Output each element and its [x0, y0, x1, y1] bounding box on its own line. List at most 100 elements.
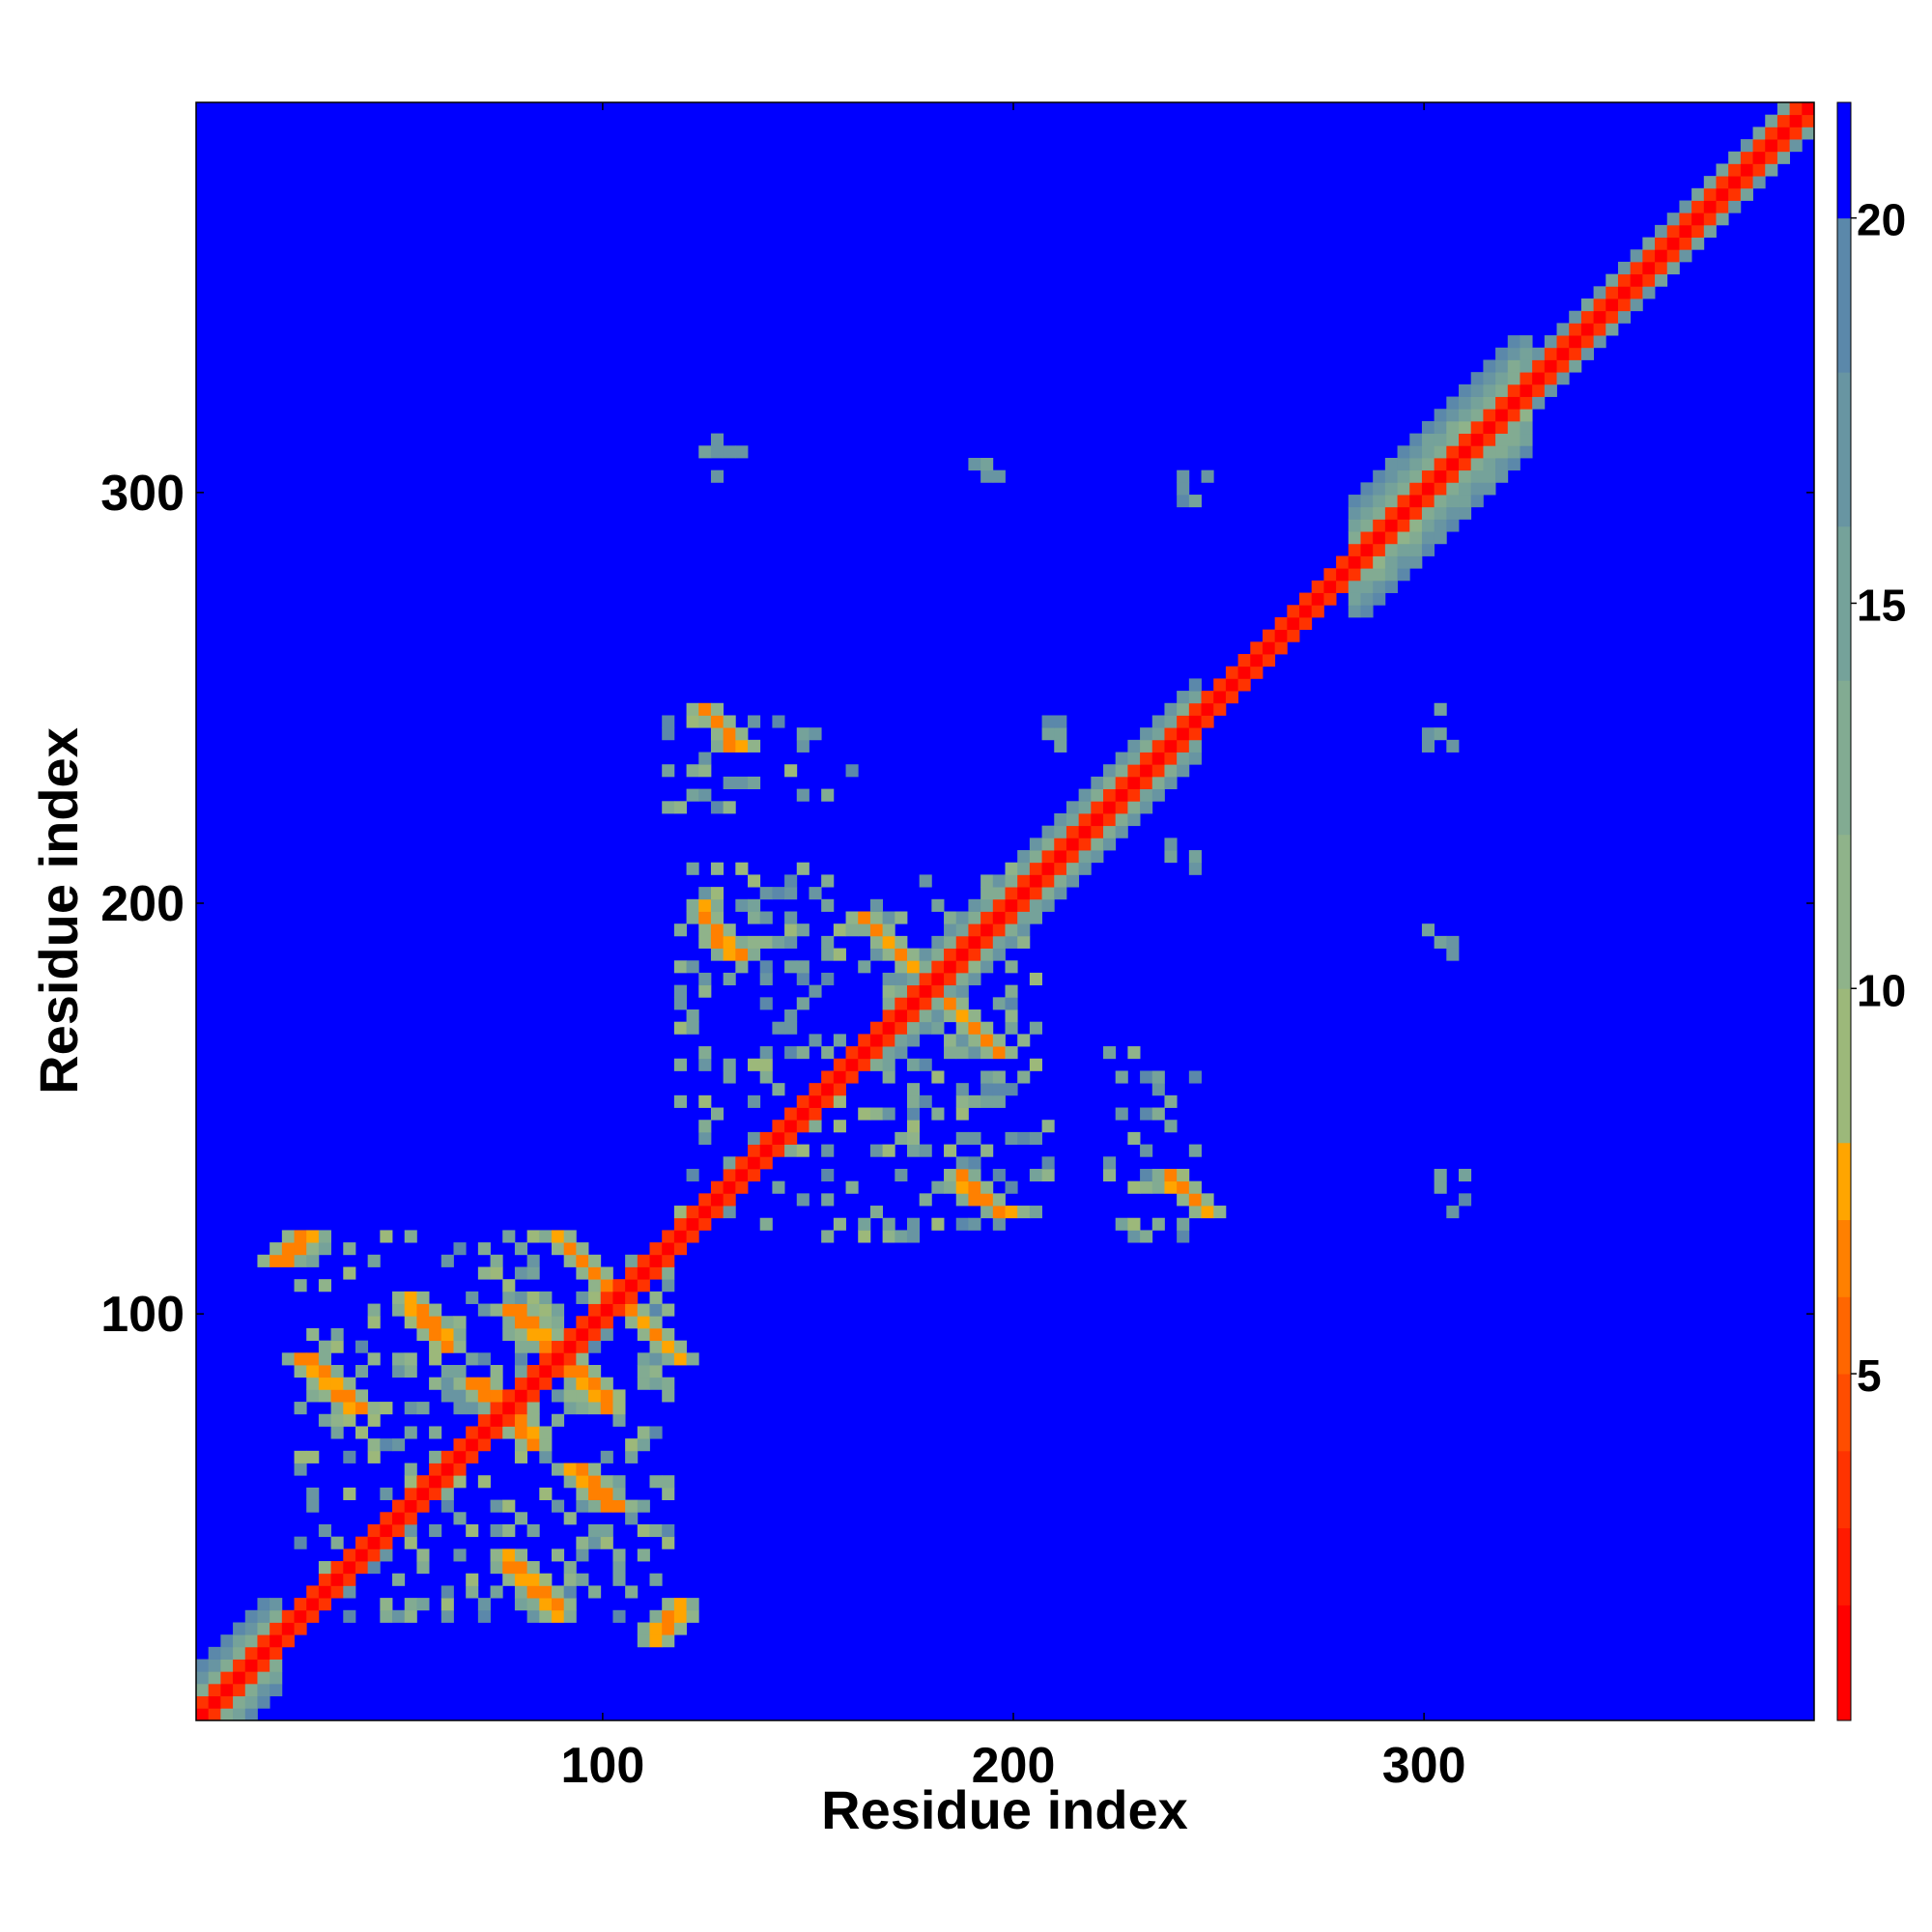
- heatmap-cell: [1520, 409, 1533, 422]
- heatmap-cell: [1140, 1180, 1153, 1194]
- heatmap-cell: [330, 1573, 344, 1586]
- heatmap-cell: [662, 1389, 675, 1403]
- heatmap-cell: [686, 1609, 699, 1623]
- heatmap-cell: [1250, 654, 1264, 668]
- heatmap-cell: [1029, 1131, 1042, 1145]
- heatmap-cell: [637, 1499, 650, 1513]
- heatmap-cell: [1188, 727, 1202, 741]
- heatmap-cell: [1348, 495, 1361, 508]
- heatmap-cell: [588, 1365, 602, 1378]
- heatmap-cell: [1642, 273, 1656, 287]
- heatmap-cell: [306, 1242, 320, 1256]
- heatmap-cell: [551, 1463, 565, 1476]
- heatmap-cell: [784, 1009, 798, 1023]
- heatmap-cell: [944, 1180, 957, 1194]
- heatmap-cell: [526, 1377, 540, 1390]
- heatmap-cell: [306, 1352, 320, 1366]
- heatmap-cell: [588, 1487, 602, 1500]
- heatmap-cell: [551, 1365, 565, 1378]
- heatmap-cell: [796, 1120, 810, 1133]
- heatmap-cell: [416, 1327, 430, 1342]
- heatmap-cell: [772, 715, 785, 728]
- heatmap-cell: [380, 1548, 393, 1562]
- heatmap-cell: [576, 1291, 589, 1304]
- heatmap-cell: [1151, 727, 1165, 741]
- heatmap-cell: [1140, 1107, 1153, 1121]
- heatmap-cell: [686, 1230, 699, 1243]
- heatmap-cell: [698, 898, 712, 912]
- heatmap-cell: [673, 1242, 687, 1256]
- heatmap-cell: [453, 1377, 467, 1390]
- heatmap-cell: [1029, 1058, 1042, 1071]
- heatmap-cell: [404, 1598, 417, 1611]
- heatmap-cell: [367, 1413, 381, 1427]
- heatmap-cell: [343, 1548, 356, 1562]
- heatmap-cell: [453, 1475, 467, 1489]
- heatmap-cell: [625, 1266, 639, 1280]
- heatmap-cell: [931, 972, 945, 986]
- heatmap-cell: [477, 1377, 491, 1390]
- heatmap-cell: [1177, 1230, 1190, 1243]
- heatmap-cell: [600, 1327, 613, 1342]
- heatmap-cell: [502, 1413, 516, 1427]
- heatmap-cell: [931, 1021, 945, 1035]
- heatmap-cell: [244, 1683, 258, 1697]
- heatmap-cell: [906, 1131, 921, 1145]
- heatmap-cell: [404, 1352, 417, 1366]
- heatmap-cell: [821, 972, 835, 986]
- heatmap-cell: [686, 1598, 699, 1611]
- heatmap-cell: [318, 1365, 331, 1378]
- heatmap-cell: [955, 948, 969, 961]
- heatmap-cell: [1520, 445, 1533, 459]
- heatmap-cell: [330, 1426, 344, 1439]
- heatmap-cell: [551, 1585, 565, 1599]
- heatmap-cell: [906, 1058, 921, 1071]
- heatmap-cell: [1078, 801, 1092, 814]
- heatmap-cell: [686, 1217, 699, 1231]
- heatmap-cell: [1188, 862, 1202, 875]
- heatmap-cell: [306, 1254, 320, 1267]
- heatmap-cell: [1311, 580, 1324, 593]
- heatmap-cell: [294, 1463, 307, 1476]
- heatmap-cell: [944, 1046, 957, 1060]
- heatmap-cell: [453, 1365, 467, 1378]
- heatmap-cell: [662, 1609, 675, 1623]
- heatmap-cell: [662, 1279, 675, 1293]
- heatmap-cell: [772, 935, 785, 949]
- heatmap-cell: [453, 1389, 467, 1403]
- heatmap-cell: [526, 1426, 540, 1439]
- heatmap-cell: [1740, 139, 1753, 153]
- heatmap-cell: [1655, 261, 1668, 275]
- heatmap-cell: [588, 1536, 602, 1549]
- heatmap-cell: [1103, 788, 1117, 802]
- heatmap-cell: [673, 1217, 687, 1231]
- heatmap-cell: [588, 1291, 602, 1304]
- colorbar-tick-label: 20: [1857, 195, 1906, 245]
- heatmap-cell: [539, 1426, 553, 1439]
- heatmap-cell: [1642, 249, 1656, 263]
- heatmap-cell: [477, 1303, 491, 1317]
- heatmap-cell: [1029, 898, 1042, 912]
- heatmap-cell: [600, 1487, 613, 1500]
- heatmap-cell: [330, 1536, 344, 1549]
- heatmap-cell: [514, 1340, 528, 1353]
- heatmap-cell: [698, 1206, 712, 1219]
- heatmap-cell: [845, 911, 859, 924]
- heatmap-cell: [833, 1083, 846, 1096]
- heatmap-cell: [955, 1021, 969, 1035]
- heatmap-cell: [1140, 739, 1153, 753]
- heatmap-cell: [367, 1352, 381, 1366]
- heatmap-cell: [637, 1352, 650, 1366]
- heatmap-cell: [1384, 457, 1398, 471]
- heatmap-cell: [723, 972, 736, 986]
- heatmap-cell: [637, 1279, 650, 1293]
- heatmap-cell: [294, 1609, 307, 1623]
- heatmap-cell: [466, 1438, 479, 1452]
- heatmap-cell: [673, 1206, 687, 1219]
- heatmap-cell: [1091, 788, 1104, 802]
- heatmap-cell: [1397, 531, 1410, 545]
- heatmap-cell: [1434, 482, 1447, 496]
- heatmap-cell: [1434, 935, 1447, 949]
- heatmap-cell: [220, 1683, 234, 1697]
- heatmap-cell: [1348, 543, 1361, 556]
